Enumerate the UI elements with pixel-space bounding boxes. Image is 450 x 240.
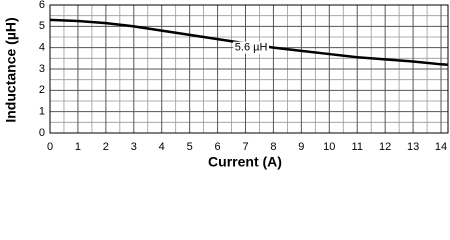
y-tick-label: 5 [39,20,45,32]
x-tick-label: 0 [47,141,53,153]
x-tick-label: 5 [187,141,193,153]
x-axis-label: Current (A) [208,154,282,170]
x-tick-label: 12 [379,141,391,153]
y-tick-label: 0 [39,127,45,139]
x-tick-label: 3 [131,141,137,153]
y-tick-label: 4 [39,42,45,54]
x-tick-label: 8 [270,141,276,153]
x-tick-label: 2 [103,141,109,153]
x-tick-label: 14 [435,141,447,153]
x-tick-label: 7 [242,141,248,153]
x-tick-label: 9 [298,141,304,153]
y-tick-label: 1 [39,106,45,118]
y-tick-label: 2 [39,84,45,96]
x-tick-label: 10 [323,141,335,153]
x-tick-label: 4 [159,141,165,153]
chart: Current (A) Inductance (µH) 0 1 2 3 4 5 6 7 8 9 10… [3,0,449,170]
y-tick-label: 3 [39,63,45,75]
y-tick-label: 6 [39,0,45,11]
annotation-background [233,41,270,54]
x-tick-label: 6 [215,141,221,153]
plot-frame [49,4,449,134]
annotation: 5.6 µH [235,42,268,54]
x-tick-label: 1 [75,141,81,153]
x-tick-label: 11 [352,141,363,153]
y-axis-label: Inductance (µH) [3,17,19,122]
x-tick-label: 13 [407,141,419,153]
